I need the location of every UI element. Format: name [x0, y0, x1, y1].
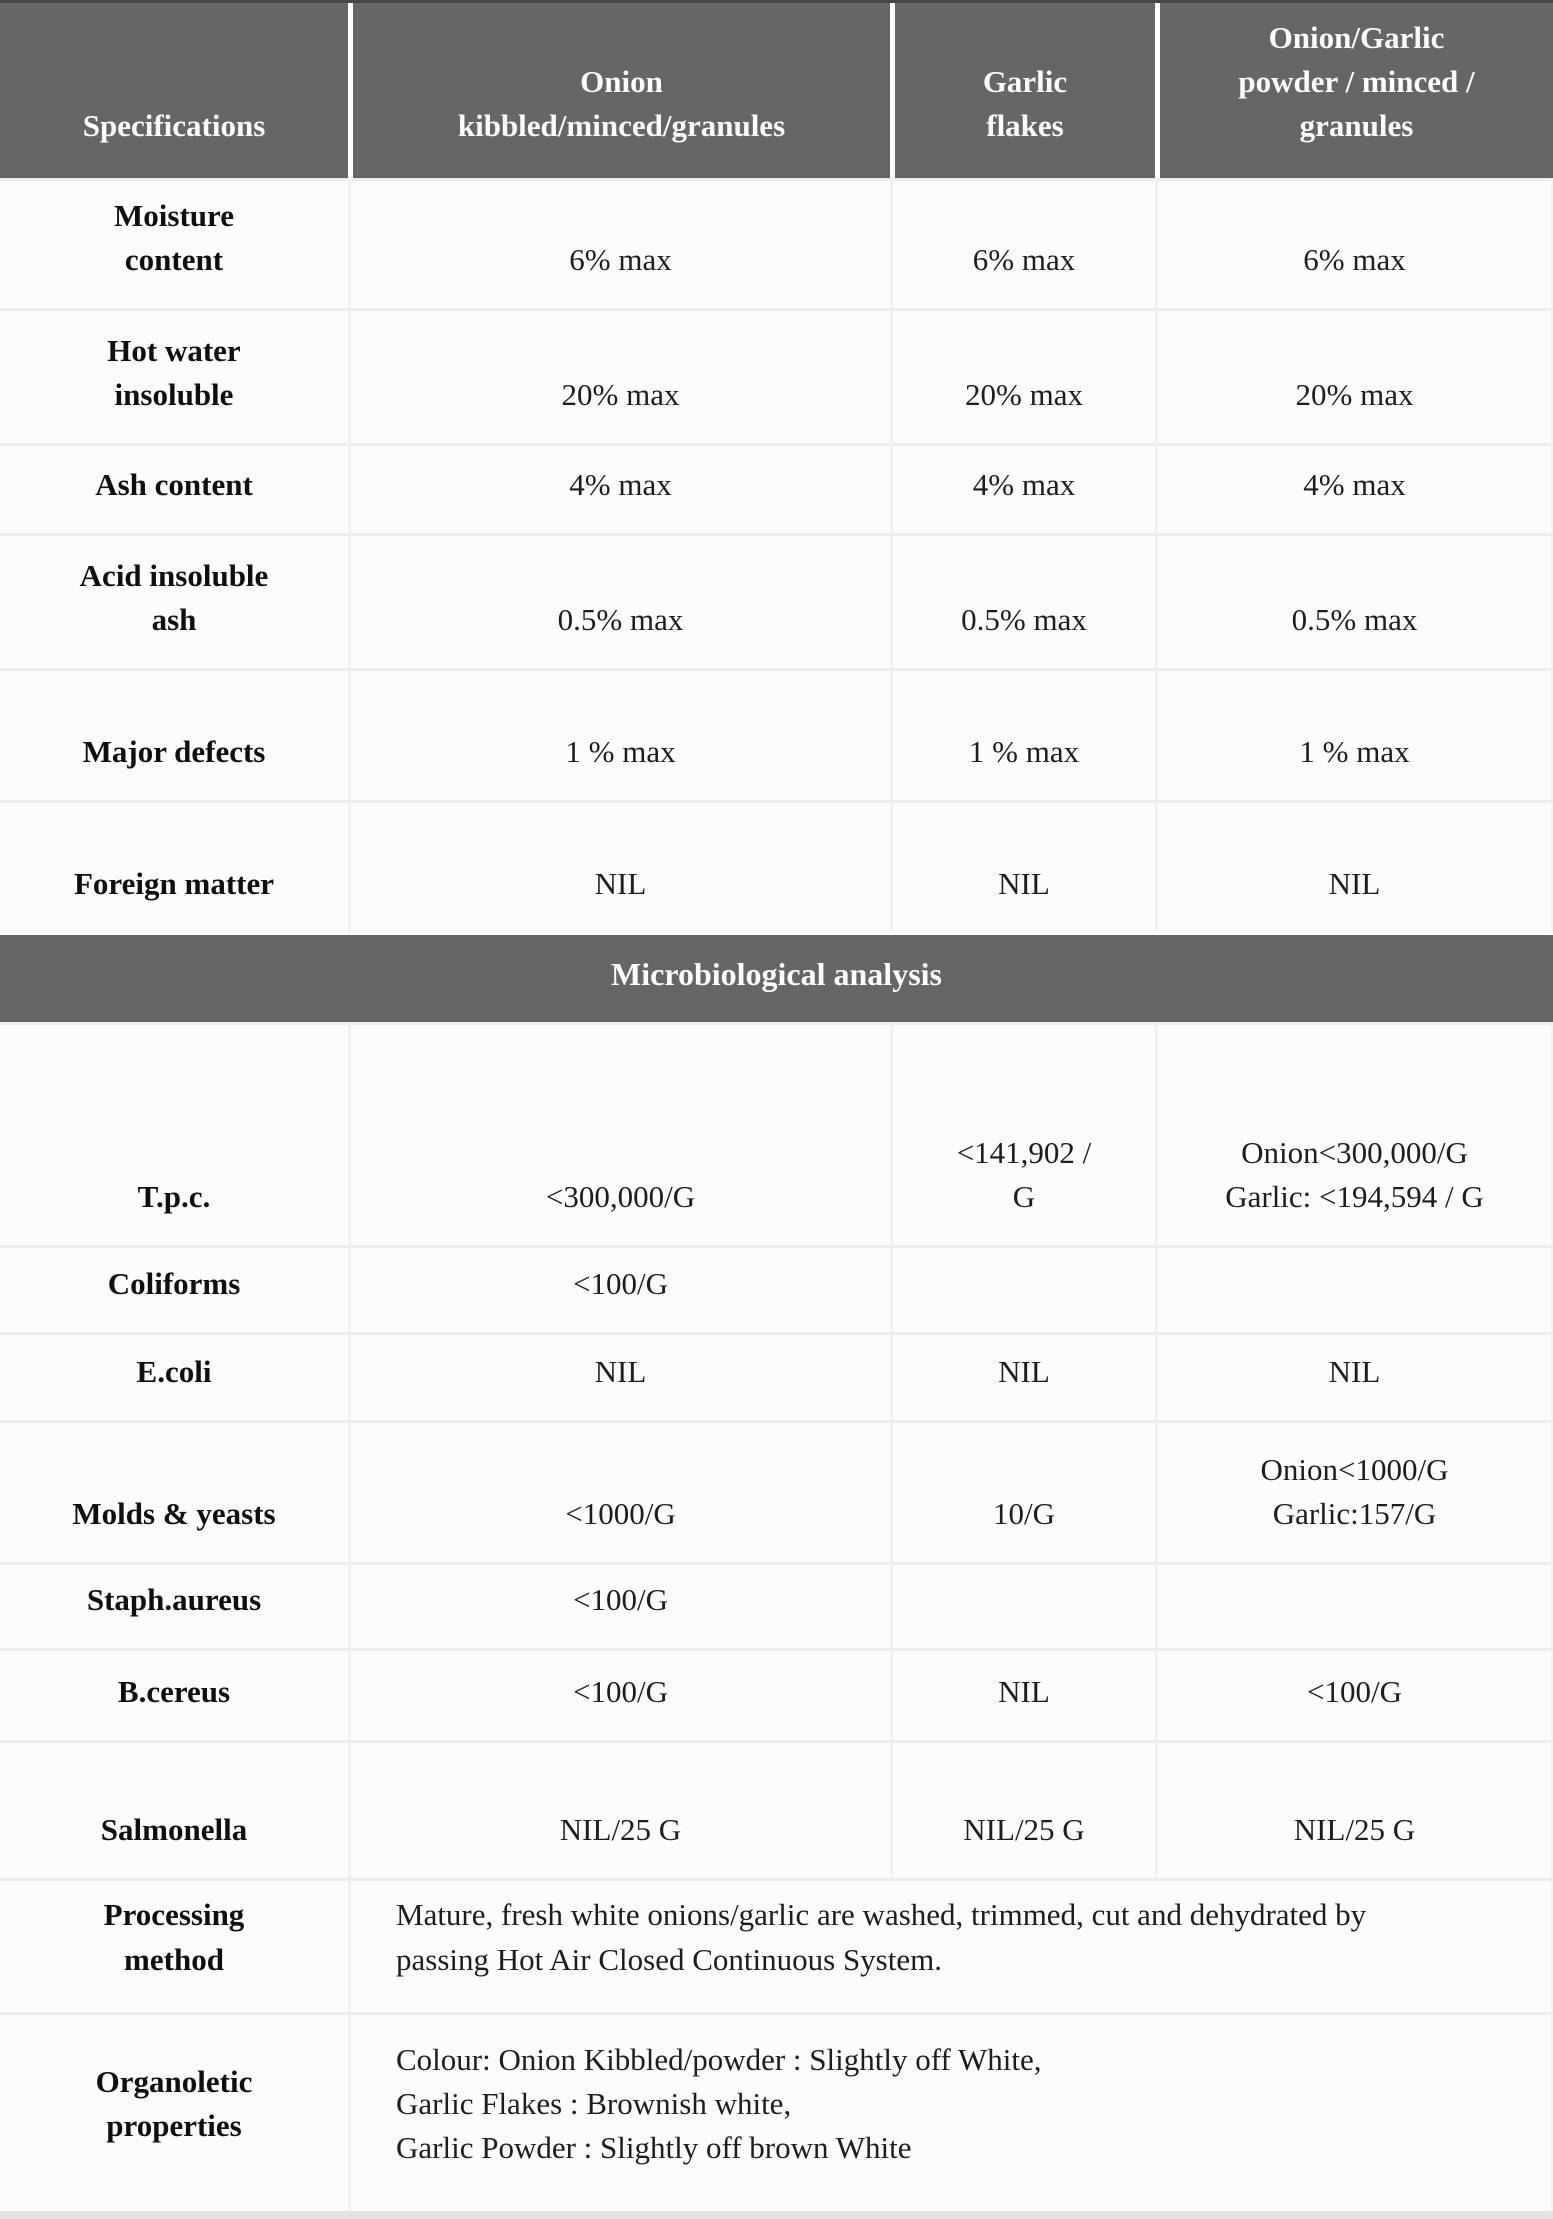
cell-value: NIL: [1155, 800, 1553, 932]
cell-value: [1155, 1562, 1553, 1648]
cell-value: NIL: [1155, 1332, 1553, 1420]
table-row-coliforms: Coliforms <100/G: [0, 1245, 1553, 1332]
row-label: Major defects: [0, 668, 348, 800]
cell-value: 0.5% max: [1155, 533, 1553, 668]
section-header-microbiological-analysis: Microbiological analysis: [0, 932, 1553, 1022]
cell-value: <100/G: [348, 1648, 890, 1740]
cell-value: <100/G: [348, 1245, 890, 1332]
cell-value: NIL/25 G: [890, 1740, 1155, 1878]
cell-value: [890, 1245, 1155, 1332]
cell-value: 20% max: [1155, 308, 1553, 443]
cell-value: NIL: [890, 800, 1155, 932]
row-label: Moisture content: [0, 178, 348, 308]
row-label: Ash content: [0, 443, 348, 533]
cell-value: [1155, 1245, 1553, 1332]
row-label: B.cereus: [0, 1648, 348, 1740]
table-row-processing-method: Processing method Mature, fresh white on…: [0, 1878, 1553, 2012]
row-label: Coliforms: [0, 1245, 348, 1332]
row-label: Foreign matter: [0, 800, 348, 932]
cell-value: <1000/G: [348, 1420, 890, 1562]
row-label: Processing method: [0, 1878, 348, 2012]
row-label: Hot water insoluble: [0, 308, 348, 443]
cell-value: <100/G: [348, 1562, 890, 1648]
cell-value: 20% max: [348, 308, 890, 443]
cell-value: Onion<1000/G Garlic:157/G: [1155, 1420, 1553, 1562]
column-header-onion-garlic-powder: Onion/Garlic powder / minced / granules: [1155, 3, 1553, 178]
cell-value: 4% max: [1155, 443, 1553, 533]
cell-value: NIL/25 G: [348, 1740, 890, 1878]
row-label: Staph.aureus: [0, 1562, 348, 1648]
table-row-ash-content: Ash content 4% max 4% max 4% max: [0, 443, 1553, 533]
section-header-row: Microbiological analysis: [0, 932, 1553, 1022]
cell-value: NIL/25 G: [1155, 1740, 1553, 1878]
cell-value: 0.5% max: [890, 533, 1155, 668]
table-row-acid-insoluble-ash: Acid insoluble ash 0.5% max 0.5% max 0.5…: [0, 533, 1553, 668]
table-row-major-defects: Major defects 1 % max 1 % max 1 % max: [0, 668, 1553, 800]
table-header: Specifications Onion kibbled/minced/gran…: [0, 3, 1553, 178]
header-row: Specifications Onion kibbled/minced/gran…: [0, 3, 1553, 178]
cell-value: [890, 1562, 1155, 1648]
cell-value: 6% max: [890, 178, 1155, 308]
cell-value: 6% max: [1155, 178, 1553, 308]
table-row-bcereus: B.cereus <100/G NIL <100/G: [0, 1648, 1553, 1740]
table-row-foreign-matter: Foreign matter NIL NIL NIL: [0, 800, 1553, 932]
table-row-hot-water-insoluble: Hot water insoluble 20% max 20% max 20% …: [0, 308, 1553, 443]
column-header-garlic-flakes: Garlic flakes: [890, 3, 1155, 178]
cell-value: Onion<300,000/G Garlic: <194,594 / G: [1155, 1022, 1553, 1245]
row-label: Molds & yeasts: [0, 1420, 348, 1562]
table-body: Moisture content 6% max 6% max 6% max Ho…: [0, 178, 1553, 2211]
cell-value: NIL: [348, 1332, 890, 1420]
row-label: Salmonella: [0, 1740, 348, 1878]
table-row-tpc: T.p.c. <300,000/G <141,902 / G Onion<300…: [0, 1022, 1553, 1245]
cell-value: 1 % max: [1155, 668, 1553, 800]
cell-value: 0.5% max: [348, 533, 890, 668]
cell-value: 1 % max: [890, 668, 1155, 800]
row-label: E.coli: [0, 1332, 348, 1420]
cell-value: 4% max: [890, 443, 1155, 533]
row-label: Acid insoluble ash: [0, 533, 348, 668]
cell-value: <300,000/G: [348, 1022, 890, 1245]
cell-value: 20% max: [890, 308, 1155, 443]
cell-value: 10/G: [890, 1420, 1155, 1562]
cell-value: <141,902 / G: [890, 1022, 1155, 1245]
table-row-ecoli: E.coli NIL NIL NIL: [0, 1332, 1553, 1420]
table-row-molds-yeasts: Molds & yeasts <1000/G 10/G Onion<1000/G…: [0, 1420, 1553, 1562]
cell-text-processing-method: Mature, fresh white onions/garlic are wa…: [348, 1878, 1553, 2012]
column-header-specifications: Specifications: [0, 3, 348, 178]
table-row-salmonella: Salmonella NIL/25 G NIL/25 G NIL/25 G: [0, 1740, 1553, 1878]
cell-text-organoletic-properties: Colour: Onion Kibbled/powder : Slightly …: [348, 2012, 1553, 2211]
cell-value: NIL: [890, 1332, 1155, 1420]
cell-value: 4% max: [348, 443, 890, 533]
cell-value: NIL: [348, 800, 890, 932]
row-label: Organoletic properties: [0, 2012, 348, 2211]
cell-value: 1 % max: [348, 668, 890, 800]
row-label: T.p.c.: [0, 1022, 348, 1245]
cell-value: 6% max: [348, 178, 890, 308]
table-row-staph-aureus: Staph.aureus <100/G: [0, 1562, 1553, 1648]
cell-value: <100/G: [1155, 1648, 1553, 1740]
table-row-organoletic-properties: Organoletic properties Colour: Onion Kib…: [0, 2012, 1553, 2211]
table-row-moisture-content: Moisture content 6% max 6% max 6% max: [0, 178, 1553, 308]
cell-value: NIL: [890, 1648, 1155, 1740]
column-header-onion-kibbled: Onion kibbled/minced/granules: [348, 3, 890, 178]
